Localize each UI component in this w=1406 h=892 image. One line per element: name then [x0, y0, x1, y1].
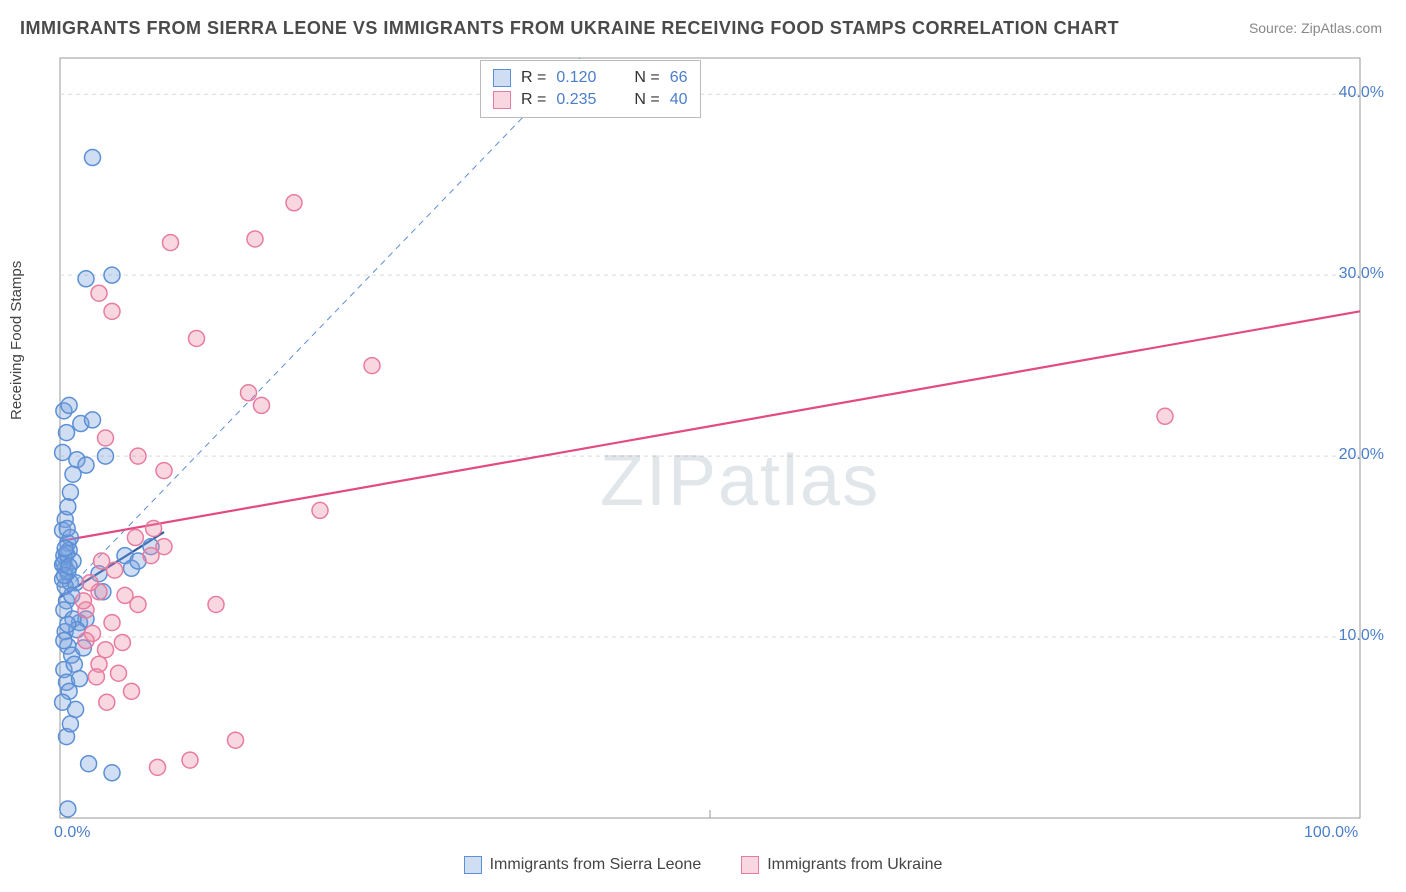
n-label: N = [634, 69, 659, 87]
legend-item: Immigrants from Ukraine [741, 856, 942, 874]
n-label: N = [634, 91, 659, 109]
n-value: 40 [670, 91, 688, 109]
chart-plot-area [50, 50, 1380, 830]
stat-swatch [493, 69, 511, 87]
legend-swatch [741, 856, 759, 874]
y-tick-label: 10.0% [1339, 627, 1384, 645]
y-tick-label: 20.0% [1339, 446, 1384, 464]
y-tick-label: 30.0% [1339, 265, 1384, 283]
r-value: 0.120 [556, 69, 596, 87]
legend-item: Immigrants from Sierra Leone [464, 856, 702, 874]
legend-swatch [464, 856, 482, 874]
n-value: 66 [670, 69, 688, 87]
y-tick-label: 40.0% [1339, 84, 1384, 102]
source-label: Source: ZipAtlas.com [1249, 20, 1382, 36]
legend-label: Immigrants from Sierra Leone [490, 856, 702, 874]
legend-label: Immigrants from Ukraine [767, 856, 942, 874]
r-label: R = [521, 91, 546, 109]
correlation-stats-box: R = 0.120 N = 66 R = 0.235 N = 40 [480, 60, 701, 118]
y-axis-label: Receiving Food Stamps [8, 261, 25, 420]
scatter-chart-svg [50, 50, 1380, 830]
chart-title: IMMIGRANTS FROM SIERRA LEONE VS IMMIGRAN… [20, 18, 1119, 39]
x-tick-label: 0.0% [54, 824, 90, 842]
r-label: R = [521, 69, 546, 87]
r-value: 0.235 [556, 91, 596, 109]
x-tick-label: 100.0% [1304, 824, 1358, 842]
stat-swatch [493, 91, 511, 109]
bottom-legend: Immigrants from Sierra Leone Immigrants f… [0, 856, 1406, 874]
